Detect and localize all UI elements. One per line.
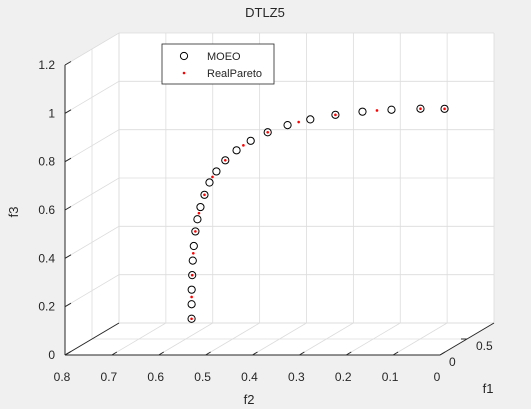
- moeo-point: [191, 227, 200, 236]
- z-tick-mark: [64, 206, 72, 211]
- y-tick-mark: [64, 351, 71, 356]
- grid-line-f3: [64, 274, 494, 308]
- z-tick-label: 0.8: [38, 155, 55, 169]
- grid-line-f3: [64, 32, 494, 66]
- moeo-point: [188, 271, 197, 280]
- y-tick-mark: [111, 351, 118, 356]
- realpareto-point: [197, 211, 201, 215]
- y-tick-label: 0.4: [241, 370, 258, 384]
- z-tick-mark: [64, 302, 72, 308]
- realpareto-point: [297, 120, 300, 124]
- moeo-point: [212, 167, 221, 176]
- y-tick-label: 0.2: [335, 370, 352, 384]
- legend[interactable]: MOEO RealPareto: [161, 43, 275, 85]
- tick-labels: 0 0.2 0.4 0.6 0.8 1 1.2 0.8 0.7 0.6 0.5 0.4 0.3 0.2 0.…: [38, 58, 493, 384]
- z-tick-label: 1.2: [38, 58, 55, 72]
- realpareto-point: [223, 158, 227, 162]
- realpareto-point: [211, 175, 214, 179]
- realpareto-point: [203, 193, 206, 197]
- realpareto-point: [194, 230, 197, 233]
- realpareto-point: [266, 130, 269, 134]
- f1-axis-label: f1: [483, 381, 494, 396]
- realpareto-point: [190, 273, 194, 277]
- realpareto-point: [443, 107, 446, 111]
- moeo-point: [187, 300, 196, 309]
- y-tick-label: 0: [434, 370, 441, 384]
- z-tick-mark: [64, 157, 72, 163]
- realpareto-point: [242, 144, 245, 147]
- realpareto-point: [190, 295, 193, 299]
- moeo-point: [187, 314, 196, 323]
- z-tick-label: 0.6: [38, 203, 55, 217]
- realpareto-point: [375, 109, 379, 112]
- grid-line-f3: [64, 177, 494, 211]
- grid-line-f3: [64, 129, 494, 163]
- x-tick-label: 0: [449, 355, 456, 369]
- f2-axis-label: f2: [244, 392, 255, 407]
- legend-label-moeo: MOEO: [207, 51, 241, 63]
- moeo-point: [232, 146, 241, 155]
- y-tick-mark: [392, 351, 399, 356]
- moeo-point: [440, 104, 449, 113]
- grid-line-f3: [64, 225, 494, 259]
- moeo-point: [193, 215, 202, 224]
- chart-title: DTLZ5: [245, 5, 285, 20]
- y-tick-label: 0.1: [382, 370, 399, 384]
- y-tick-mark: [439, 351, 446, 356]
- moeo-point: [187, 285, 196, 294]
- moeo-point: [387, 105, 396, 114]
- moeo-point: [200, 190, 209, 199]
- legend-marker-realpareto: [182, 71, 186, 75]
- y-tick-label: 0.6: [147, 370, 164, 384]
- f2-axis-line: [64, 322, 120, 356]
- moeo-point: [331, 110, 340, 119]
- legend-box: [161, 43, 275, 85]
- realpareto-point: [191, 252, 195, 255]
- moeo-point: [263, 128, 272, 137]
- moeo-point: [205, 178, 214, 187]
- moeo-point: [306, 115, 315, 124]
- z-tick-label: 0: [48, 348, 55, 362]
- y-tick-mark: [299, 351, 305, 356]
- legend-marker-moeo: [179, 51, 189, 61]
- y-tick-mark: [252, 351, 258, 356]
- z-tick-mark: [64, 61, 72, 66]
- moeo-point: [189, 241, 198, 251]
- moeo-point: [221, 156, 230, 165]
- y-tick-mark: [345, 351, 352, 356]
- moeo-point: [283, 121, 292, 130]
- z-tick-mark: [64, 254, 72, 259]
- z-tick-mark: [64, 109, 72, 114]
- moeo-point: [416, 104, 425, 113]
- legend-label-realpareto: RealPareto: [207, 68, 262, 80]
- y-tick-mark: [205, 351, 211, 356]
- y-tick-mark: [158, 351, 165, 356]
- y-tick-label: 0.7: [101, 370, 118, 384]
- realpareto-point: [334, 113, 337, 117]
- y-tick-label: 0.3: [288, 370, 305, 384]
- moeo-point: [188, 256, 197, 265]
- y-tick-label: 0.5: [194, 370, 211, 384]
- x-tick-label: 0.5: [476, 339, 493, 353]
- z-tick-label: 0.4: [38, 251, 55, 265]
- grid-line-f3: [64, 80, 494, 114]
- y-tick-label: 0.8: [54, 370, 71, 384]
- f3-axis-label: f3: [6, 207, 21, 218]
- moeo-point: [358, 107, 367, 116]
- z-tick-label: 1: [48, 106, 55, 120]
- realpareto-point: [190, 317, 193, 321]
- realpareto-point: [419, 107, 422, 111]
- z-tick-label: 0.2: [38, 300, 55, 314]
- data-points: [187, 104, 449, 323]
- moeo-point: [246, 136, 255, 145]
- moeo-point: [196, 202, 205, 212]
